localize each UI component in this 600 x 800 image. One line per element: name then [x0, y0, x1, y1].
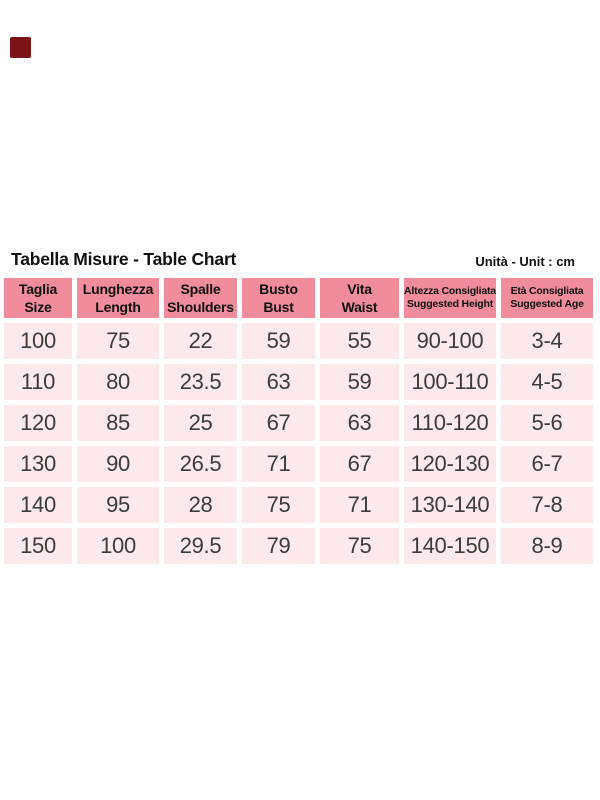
table-cell-row3: 25 — [164, 405, 237, 441]
header-cell-shoulders: Spalle Shoulders — [164, 278, 237, 318]
table-cell-row3: 85 — [77, 405, 159, 441]
table-cell-row6: 29.5 — [164, 528, 237, 564]
table-cell-row5: 28 — [164, 487, 237, 523]
table-cell-row1: 3-4 — [501, 323, 593, 359]
page-title: Tabella Misure - Table Chart — [11, 249, 237, 269]
table-cell-row5: 7-8 — [501, 487, 593, 523]
table-cell-row3: 120 — [4, 405, 72, 441]
table-cell-row1: 55 — [320, 323, 399, 359]
unit-label: Unità - Unit : cm — [475, 254, 575, 269]
table-cell-row3: 5-6 — [501, 405, 593, 441]
table-cell-row4: 6-7 — [501, 446, 593, 482]
table-cell-row2: 100-110 — [404, 364, 496, 400]
table-cell-row4: 90 — [77, 446, 159, 482]
table-cell-row1: 22 — [164, 323, 237, 359]
table-cell-row3: 67 — [242, 405, 315, 441]
table-cell-row5: 71 — [320, 487, 399, 523]
table-cell-row5: 95 — [77, 487, 159, 523]
table-cell-row1: 75 — [77, 323, 159, 359]
table-cell-row5: 130-140 — [404, 487, 496, 523]
table-cell-row2: 23.5 — [164, 364, 237, 400]
table-cell-row4: 26.5 — [164, 446, 237, 482]
table-cell-row4: 71 — [242, 446, 315, 482]
table-cell-row5: 75 — [242, 487, 315, 523]
table-cell-row6: 8-9 — [501, 528, 593, 564]
table-cell-row2: 80 — [77, 364, 159, 400]
table-cell-row4: 130 — [4, 446, 72, 482]
table-cell-row6: 150 — [4, 528, 72, 564]
table-cell-row5: 140 — [4, 487, 72, 523]
table-cell-row6: 140-150 — [404, 528, 496, 564]
table-cell-row1: 59 — [242, 323, 315, 359]
table-cell-row3: 110-120 — [404, 405, 496, 441]
table-cell-row2: 4-5 — [501, 364, 593, 400]
table-cell-row2: 110 — [4, 364, 72, 400]
table-cell-row6: 100 — [77, 528, 159, 564]
table-cell-row6: 75 — [320, 528, 399, 564]
size-table: Taglia Size Lunghezza Length Spalle Shoulders… — [4, 278, 593, 564]
table-cell-row1: 100 — [4, 323, 72, 359]
header-cell-waist: Vita Waist — [320, 278, 399, 318]
header-cell-bust: Busto Bust — [242, 278, 315, 318]
table-cell-row4: 67 — [320, 446, 399, 482]
table-cell-row2: 59 — [320, 364, 399, 400]
corner-marker — [10, 37, 31, 58]
table-cell-row1: 90-100 — [404, 323, 496, 359]
header-cell-suggested-height: Altezza Consigliata Suggested Height — [404, 278, 496, 318]
table-cell-row2: 63 — [242, 364, 315, 400]
table-cell-row3: 63 — [320, 405, 399, 441]
header-cell-length: Lunghezza Length — [77, 278, 159, 318]
header-cell-suggested-age: Età Consigliata Suggested Age — [501, 278, 593, 318]
table-cell-row6: 79 — [242, 528, 315, 564]
header-cell-size: Taglia Size — [4, 278, 72, 318]
table-cell-row4: 120-130 — [404, 446, 496, 482]
